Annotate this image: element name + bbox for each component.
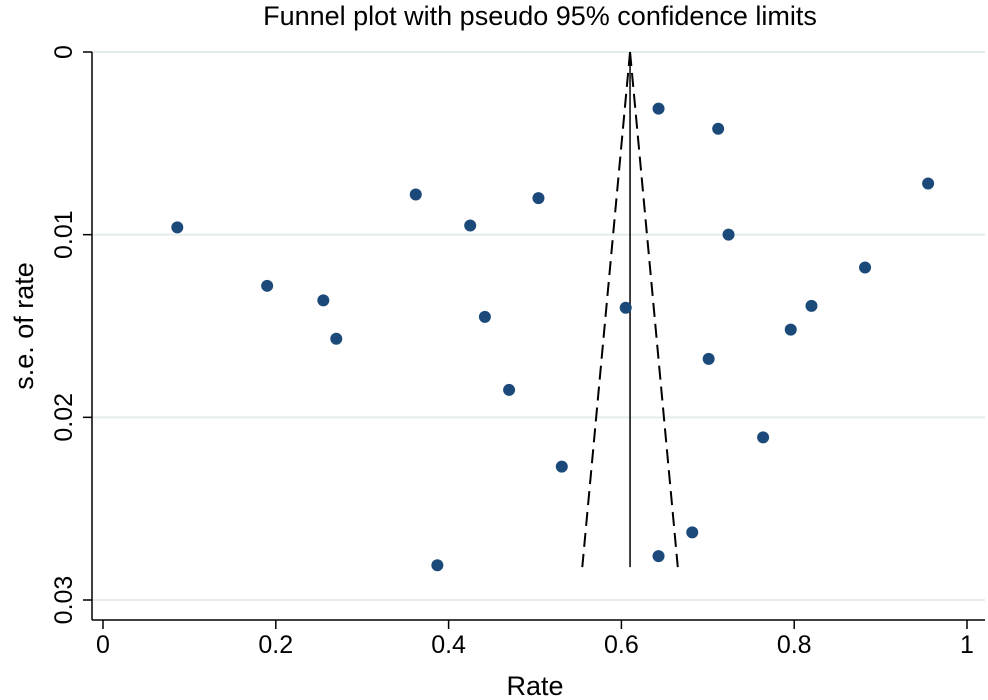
data-point-17 xyxy=(722,228,735,241)
data-point-15 xyxy=(702,352,715,365)
data-point-10 xyxy=(555,460,568,473)
data-point-8 xyxy=(503,383,516,396)
data-point-4 xyxy=(409,188,422,201)
data-point-13 xyxy=(652,550,665,563)
x-tick-label-1: 0.2 xyxy=(258,631,293,659)
x-tick-label-3: 0.6 xyxy=(604,631,639,659)
data-point-19 xyxy=(784,323,797,336)
axes: 0 0.2 0.4 0.6 0.8 1 0 0.01 0.02 0.03 xyxy=(50,45,985,659)
gridlines xyxy=(92,51,985,601)
data-point-11 xyxy=(619,301,632,314)
data-points xyxy=(171,102,935,572)
y-axis-label: s.e. of rate xyxy=(9,262,39,390)
data-point-12 xyxy=(652,102,665,115)
data-point-18 xyxy=(757,431,770,444)
chart-title: Funnel plot with pseudo 95% confidence l… xyxy=(263,1,817,31)
y-tick-label-2: 0.02 xyxy=(50,393,78,442)
x-tick-label-0: 0 xyxy=(96,631,110,659)
x-tick-label-4: 0.8 xyxy=(777,631,812,659)
x-tick-label-5: 1 xyxy=(960,631,974,659)
ci-lower-limit xyxy=(581,51,632,568)
data-point-14 xyxy=(686,526,699,539)
data-point-5 xyxy=(431,559,444,572)
x-tick-label-2: 0.4 xyxy=(431,631,466,659)
ci-upper-limit xyxy=(629,51,679,568)
x-axis-label: Rate xyxy=(506,671,563,700)
data-point-3 xyxy=(330,332,343,345)
y-tick-label-3: 0.03 xyxy=(50,576,78,625)
data-point-21 xyxy=(859,261,872,274)
data-point-20 xyxy=(805,299,818,312)
data-point-22 xyxy=(922,177,935,190)
y-tick-label-0: 0 xyxy=(50,45,78,59)
data-point-1 xyxy=(261,279,274,292)
data-point-6 xyxy=(464,219,477,232)
data-point-2 xyxy=(317,294,330,307)
data-point-9 xyxy=(532,192,545,205)
y-tick-label-1: 0.01 xyxy=(50,210,78,259)
data-point-7 xyxy=(478,310,491,323)
data-point-16 xyxy=(712,122,725,135)
data-point-0 xyxy=(171,221,184,234)
